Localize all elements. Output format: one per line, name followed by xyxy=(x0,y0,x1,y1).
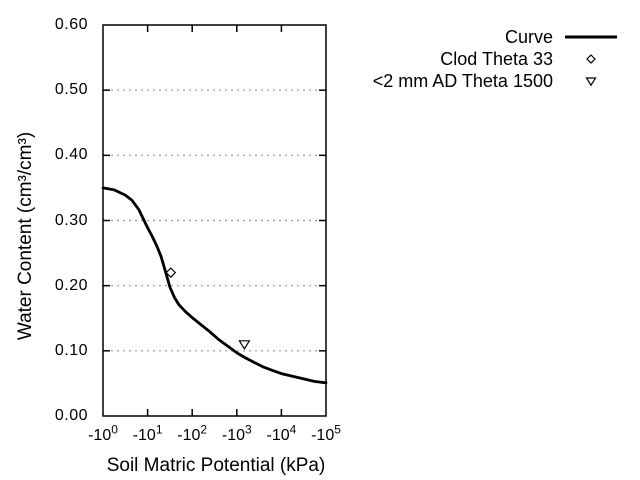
x-tick-label: -103 xyxy=(221,422,252,444)
curve-line xyxy=(101,186,328,385)
legend-label-curve: Curve xyxy=(504,26,553,47)
x-tick-label: -104 xyxy=(266,422,297,444)
legend-row-ad-theta-1500: <2 mm AD Theta 1500 xyxy=(373,70,622,92)
diamond-marker-icon xyxy=(560,48,622,70)
x-tick-label: -101 xyxy=(132,422,163,444)
ad-theta-1500-point xyxy=(238,340,251,350)
y-tick-label: 0.00 xyxy=(54,407,88,424)
y-tick-label: 0.50 xyxy=(54,81,88,99)
x-tick-label: -105 xyxy=(311,422,341,444)
triangle-down-marker-icon xyxy=(560,70,622,92)
legend: Curve Clod Theta 33 <2 mm AD Theta 1500 xyxy=(373,26,622,92)
y-axis-title: Water Content (cm³/cm³) xyxy=(15,131,36,341)
y-tick-label: 0.10 xyxy=(54,341,88,359)
y-tick-label: 0.20 xyxy=(54,276,88,294)
legend-label-ad-theta-1500: <2 mm AD Theta 1500 xyxy=(372,70,553,91)
y-tick-label: 0.60 xyxy=(54,16,88,33)
y-tick-label: 0.30 xyxy=(54,211,88,229)
curve-line-sample-icon xyxy=(560,26,622,48)
legend-label-clod-theta-33: Clod Theta 33 xyxy=(440,48,553,69)
x-axis-title: Soil Matric Potential (kPa) xyxy=(106,455,326,476)
x-tick-label: -100 xyxy=(88,422,118,444)
clod-theta-33-point xyxy=(165,267,177,278)
legend-row-curve: Curve xyxy=(373,26,622,48)
legend-row-clod-theta-33: Clod Theta 33 xyxy=(373,48,622,70)
x-tick-label: -102 xyxy=(177,422,208,444)
y-tick-label: 0.40 xyxy=(54,146,88,164)
